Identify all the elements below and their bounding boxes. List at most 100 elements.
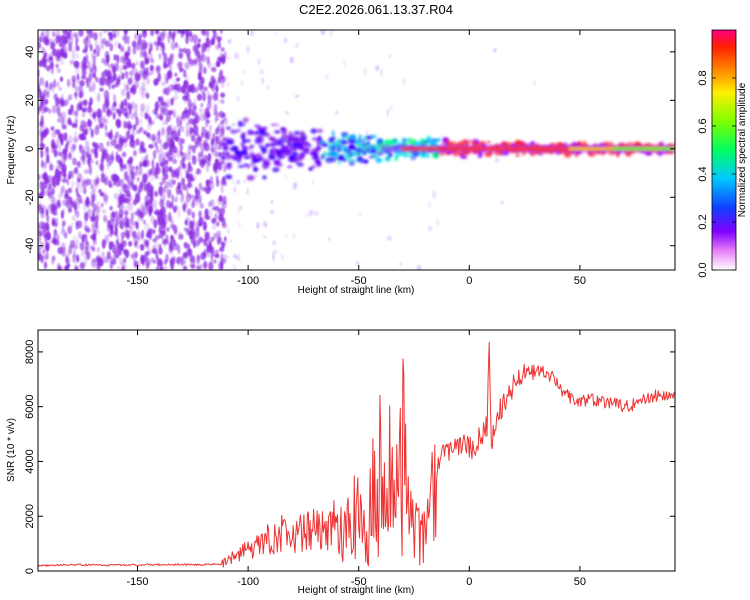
- noise-blob: [204, 233, 208, 243]
- noise-blob: [56, 99, 61, 105]
- noise-blob: [63, 232, 68, 239]
- noise-blob: [150, 30, 155, 37]
- noise-blob: [165, 152, 170, 158]
- noise-blob: [38, 235, 42, 244]
- noise-blob: [118, 112, 122, 117]
- signal-blob: [270, 152, 276, 156]
- noise-blob: [116, 235, 120, 245]
- noise-blob: [172, 96, 176, 102]
- noise-blob: [216, 221, 220, 227]
- noise-blob: [208, 261, 214, 270]
- noise-blob: [64, 143, 69, 154]
- noise-blob: [118, 243, 124, 252]
- noise-blob: [196, 257, 200, 268]
- signal-core-green: [613, 147, 675, 151]
- noise-blob: [112, 73, 118, 81]
- noise-blob: [232, 185, 236, 193]
- spectrogram-cells: [38, 30, 675, 270]
- noise-blob: [107, 31, 112, 37]
- noise-blob: [242, 69, 247, 75]
- noise-blob: [101, 209, 107, 214]
- colorbar-tick-label: 0.0: [697, 262, 709, 277]
- spectrogram-y-tick-label: 40: [24, 46, 36, 58]
- noise-blob: [74, 116, 79, 124]
- noise-blob: [50, 81, 55, 89]
- noise-blob: [220, 257, 226, 264]
- noise-blob: [211, 66, 217, 73]
- noise-blob: [200, 76, 205, 85]
- noise-blob: [41, 30, 45, 37]
- noise-blob: [42, 254, 48, 260]
- noise-blob: [59, 53, 64, 62]
- noise-blob: [222, 117, 228, 126]
- noise-blob: [91, 215, 95, 225]
- noise-blob: [75, 187, 79, 194]
- noise-blob: [63, 156, 66, 164]
- noise-blob: [126, 175, 130, 184]
- signal-blob: [258, 144, 264, 148]
- noise-blob: [89, 97, 93, 106]
- noise-blob: [71, 50, 75, 60]
- noise-blob: [67, 187, 72, 194]
- noise-blob: [125, 50, 131, 57]
- noise-blob: [283, 37, 288, 44]
- noise-blob: [56, 68, 62, 73]
- noise-blob: [83, 255, 88, 265]
- noise-blob: [82, 108, 86, 113]
- noise-blob: [160, 46, 166, 52]
- noise-blob: [83, 121, 89, 128]
- noise-blob: [108, 131, 114, 140]
- noise-blob: [60, 111, 67, 120]
- noise-blob: [289, 56, 295, 64]
- noise-blob: [113, 54, 117, 61]
- noise-blob: [170, 240, 174, 245]
- snr-x-ticks: -150 -100 -50 0 50: [127, 330, 586, 588]
- noise-blob: [50, 41, 56, 50]
- noise-blob: [115, 175, 120, 181]
- signal-blob: [288, 133, 296, 138]
- noise-blob: [257, 58, 261, 66]
- noise-blob: [109, 227, 113, 238]
- noise-blob: [106, 109, 112, 118]
- noise-blob: [194, 58, 198, 65]
- noise-blob: [272, 253, 275, 262]
- noise-blob: [202, 91, 206, 102]
- signal-blob: [270, 123, 277, 127]
- signal-blob: [341, 132, 349, 136]
- noise-blob: [115, 118, 121, 128]
- noise-blob: [71, 180, 74, 190]
- noise-blob: [99, 192, 105, 197]
- noise-blob: [191, 211, 195, 219]
- noise-blob: [399, 262, 402, 266]
- signal-blob: [347, 158, 356, 163]
- noise-blob: [171, 195, 175, 203]
- noise-blob: [197, 154, 201, 163]
- signal-blob: [343, 145, 348, 153]
- noise-blob: [125, 167, 130, 174]
- noise-blob: [201, 85, 205, 94]
- noise-blob: [107, 63, 113, 69]
- spectrogram-x-label: Height of straight line (km): [298, 285, 415, 296]
- noise-blob: [150, 58, 155, 64]
- spectrogram-frame: [37, 29, 676, 271]
- noise-blob: [210, 145, 215, 153]
- noise-blob: [80, 248, 86, 258]
- noise-blob: [161, 126, 164, 137]
- snr-y-ticks: 0 2000 4000 6000 8000: [24, 340, 675, 574]
- noise-blob: [176, 77, 180, 82]
- noise-blob: [192, 111, 198, 117]
- noise-blob: [148, 143, 154, 149]
- noise-blob: [38, 36, 43, 43]
- signal-blob: [262, 161, 270, 165]
- noise-blob: [102, 37, 107, 44]
- noise-blob: [72, 234, 77, 241]
- noise-blob: [183, 69, 187, 78]
- noise-blob: [148, 207, 152, 217]
- noise-blob: [142, 30, 147, 35]
- noise-blob: [185, 35, 189, 45]
- noise-blob: [124, 30, 129, 34]
- signal-blob: [228, 138, 234, 142]
- signal-blob: [236, 129, 241, 132]
- noise-blob: [197, 38, 202, 43]
- noise-blob: [126, 113, 131, 120]
